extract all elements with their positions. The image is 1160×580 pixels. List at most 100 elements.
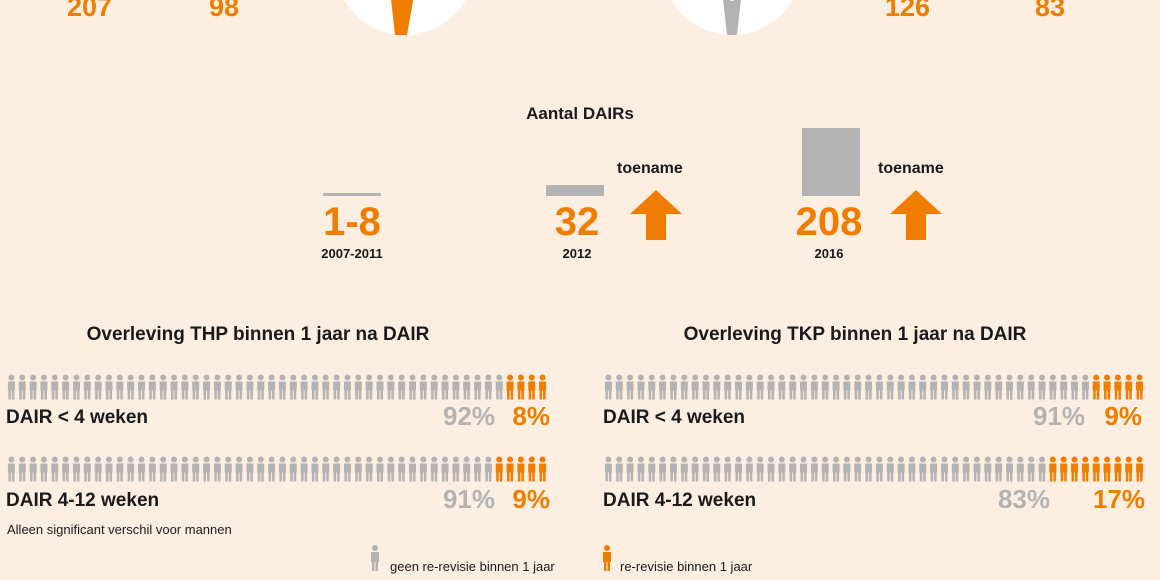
person-gray-icon [1027, 456, 1035, 482]
person-gray-icon [713, 456, 721, 482]
person-gray-icon [604, 374, 612, 400]
person-gray-icon [865, 374, 873, 400]
person-gray-icon [680, 374, 688, 400]
person-gray-icon [148, 456, 156, 482]
person-gray-icon [615, 374, 623, 400]
knee-prosthesis-icon [723, 0, 741, 35]
prosthesis-circle-left [335, 0, 475, 35]
person-gray-icon [419, 456, 427, 482]
person-gray-icon [724, 456, 732, 482]
prosthesis-circle-right [662, 0, 802, 35]
person-gray-icon [40, 374, 48, 400]
person-gray-icon [615, 456, 623, 482]
person-gray-icon [474, 456, 482, 482]
orange-percentage: 17% [1092, 484, 1145, 514]
person-gray-icon [832, 456, 840, 482]
person-gray-icon [604, 456, 612, 482]
person-orange-icon [1103, 456, 1111, 482]
orange-percentage: 9% [1104, 401, 1142, 431]
increase-arrow-icon [890, 190, 942, 240]
person-orange-icon [1049, 456, 1057, 482]
person-gray-icon [148, 374, 156, 400]
person-gray-icon [441, 456, 449, 482]
person-orange-icon [506, 456, 514, 482]
person-gray-icon [886, 456, 894, 482]
person-gray-icon [940, 374, 948, 400]
person-gray-icon [333, 374, 341, 400]
person-gray-icon [756, 374, 764, 400]
person-gray-icon [203, 456, 211, 482]
increase-label: toename [617, 160, 683, 177]
person-gray-icon [745, 374, 753, 400]
person-orange-icon [517, 456, 525, 482]
person-gray-icon [735, 374, 742, 400]
person-gray-icon [897, 456, 905, 482]
dair-value: 208 [795, 200, 863, 244]
person-gray-icon [246, 456, 254, 482]
person-gray-icon [343, 374, 351, 400]
person-orange-icon [1114, 374, 1122, 400]
person-gray-icon [984, 374, 992, 400]
person-gray-icon [51, 374, 59, 400]
person-gray-icon [116, 456, 124, 482]
person-gray-icon [94, 456, 102, 482]
person-orange-icon [528, 374, 536, 400]
person-gray-icon [691, 456, 699, 482]
row-label: DAIR 4-12 weken [603, 490, 757, 511]
person-orange-icon [1136, 374, 1144, 400]
footnote: Alleen significant verschil voor mannen [7, 522, 232, 537]
person-gray-icon [669, 374, 677, 400]
person-gray-icon [62, 456, 70, 482]
person-gray-icon [170, 374, 178, 400]
person-gray-icon [962, 374, 970, 400]
person-orange-icon [528, 456, 536, 482]
person-orange-icon [1092, 374, 1100, 400]
person-gray-icon [995, 456, 1003, 482]
person-gray-icon [659, 456, 667, 482]
person-gray-icon [116, 374, 124, 400]
person-gray-icon [637, 456, 645, 482]
person-gray-icon [821, 456, 829, 482]
person-gray-icon [1016, 374, 1024, 400]
person-gray-icon [908, 374, 916, 400]
person-gray-icon [18, 456, 26, 482]
person-gray-icon [94, 374, 102, 400]
person-gray-icon [951, 374, 959, 400]
person-gray-icon [821, 374, 829, 400]
person-gray-icon [409, 456, 416, 482]
person-gray-icon [138, 374, 145, 400]
person-gray-icon [105, 374, 113, 400]
person-gray-icon [181, 456, 189, 482]
person-gray-icon [127, 374, 135, 400]
person-gray-icon [843, 374, 851, 400]
person-gray-icon [387, 456, 395, 482]
person-gray-icon [930, 374, 938, 400]
dair-bar [546, 185, 604, 196]
person-orange-icon [506, 374, 514, 400]
person-gray-icon [159, 456, 167, 482]
person-orange-icon [1103, 374, 1111, 400]
orange-percentage: 8% [512, 401, 550, 431]
person-gray-icon [246, 374, 254, 400]
gray-percentage: 92% [442, 401, 495, 431]
person-gray-icon [343, 456, 351, 482]
row-label: DAIR < 4 weken [603, 407, 746, 428]
person-gray-icon [648, 374, 656, 400]
person-gray-icon [702, 456, 710, 482]
hip-prosthesis-icon [391, 0, 414, 35]
person-gray-icon [691, 374, 699, 400]
person-gray-icon [800, 374, 808, 400]
person-gray-icon [159, 374, 167, 400]
person-gray-icon [1071, 374, 1079, 400]
person-gray-icon [170, 456, 178, 482]
person-gray-icon [7, 374, 15, 400]
person-gray-icon [648, 456, 656, 482]
person-gray-icon [354, 374, 362, 400]
people-row [7, 374, 547, 400]
person-gray-icon [72, 456, 80, 482]
person-gray-icon [224, 374, 232, 400]
person-gray-icon [1060, 374, 1068, 400]
person-gray-icon [257, 456, 265, 482]
person-gray-icon [800, 456, 808, 482]
person-gray-icon [724, 374, 732, 400]
